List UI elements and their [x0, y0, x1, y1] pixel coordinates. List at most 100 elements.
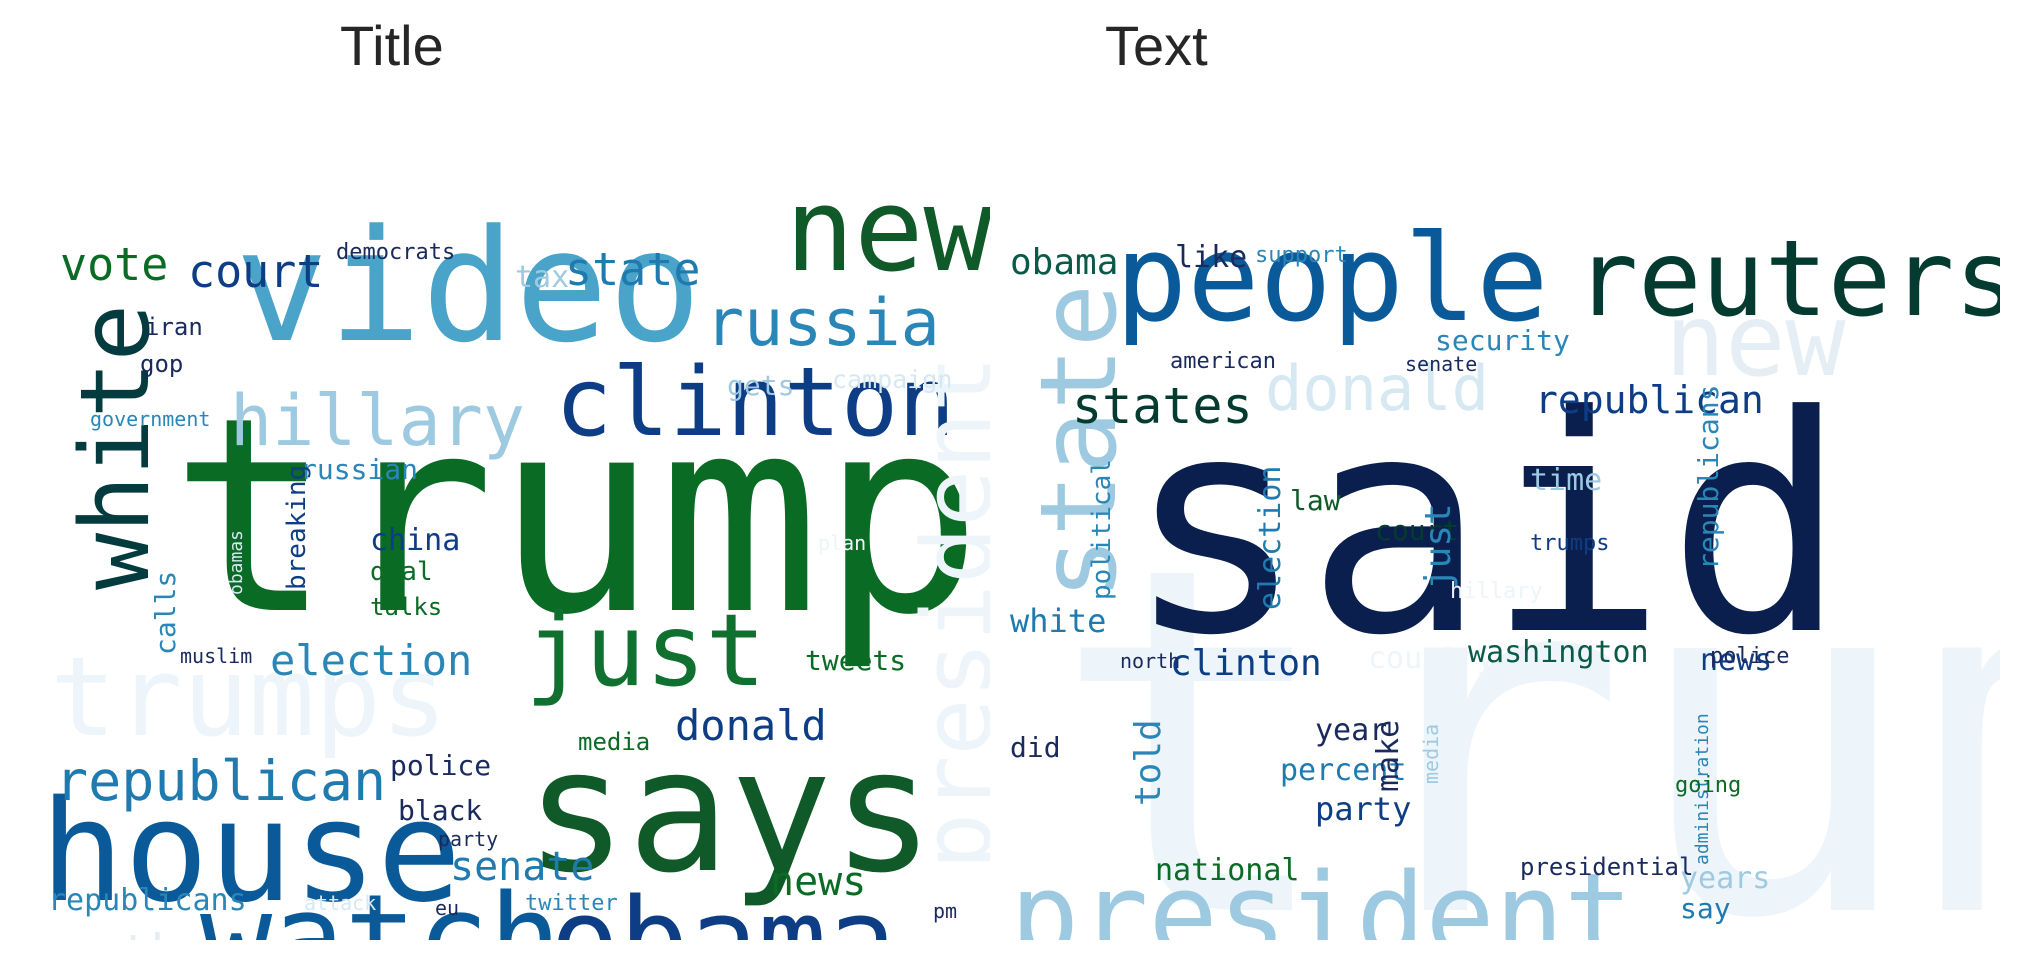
word-text-years: years [1680, 861, 1770, 896]
word-text-north: north [1120, 649, 1180, 673]
word-title-iran: iran [145, 313, 203, 341]
word-title-vote: vote [60, 238, 168, 291]
word-text-security: security [1435, 324, 1570, 357]
word-title-party: party [438, 827, 498, 851]
word-title-hillary: hillary [230, 380, 525, 462]
word-text-court: court [1375, 514, 1459, 547]
word-title-president: president [903, 355, 990, 870]
word-text-state: state [1018, 284, 1140, 600]
word-text-president: president [1010, 849, 1633, 940]
word-title-russian: russian [300, 453, 418, 486]
word-text-national: national [1155, 853, 1300, 888]
word-title-deal: deal [370, 557, 433, 587]
word-title-republican: republican [55, 749, 386, 813]
word-title-tweets: tweets [805, 644, 906, 677]
word-text-say: say [1680, 892, 1731, 925]
word-title-trump: trump [170, 359, 983, 674]
word-text-like: like [1175, 240, 1247, 275]
word-text-going: going [1675, 773, 1741, 798]
word-text-police: police [1710, 644, 1789, 669]
word-text-hillary: hillary [1450, 579, 1543, 604]
word-title-talks: talks [370, 593, 442, 621]
word-title-eu: eu [435, 896, 459, 920]
word-title-media: media [578, 728, 650, 756]
word-title-twitter: twitter [525, 891, 618, 916]
word-text-american: american [1170, 349, 1276, 374]
word-text-new: new [1665, 282, 1846, 399]
word-title-muslim: muslim [180, 644, 252, 668]
word-title-house: house [40, 771, 461, 934]
word-text-donald: donald [1265, 352, 1489, 425]
word-text-media: media [1419, 724, 1443, 784]
text-word-cloud: trumpsaidpeoplereutersnew state president h… [1010, 110, 2000, 940]
word-text-white: white [1010, 602, 1106, 640]
word-title-says: says [525, 713, 934, 911]
word-title-obamas: obamas [226, 530, 247, 595]
text-panel-heading: Text [1105, 14, 1208, 77]
word-title-attack: attack [304, 891, 376, 915]
word-text-make: make [1371, 720, 1406, 792]
word-title-gop: gop [140, 350, 183, 378]
word-text-clinton: clinton [1170, 643, 1322, 684]
word-title-just: just [525, 592, 766, 709]
word-title-white: white [61, 304, 171, 590]
word-title-democrats: democrats [336, 240, 455, 265]
word-title-election: election [270, 636, 472, 685]
word-title-new: new [785, 164, 990, 298]
word-text-republicans: republicans [1692, 385, 1725, 570]
word-text-political: political [1087, 459, 1117, 600]
word-title-china: china [370, 523, 460, 558]
word-text-states: states [1072, 377, 1253, 435]
word-text-senate: senate [1405, 352, 1477, 376]
word-text-time: time [1530, 463, 1602, 498]
word-title-watch: watch [200, 870, 561, 940]
word-title-pm: pm [933, 899, 957, 923]
word-title-government: government [90, 407, 210, 431]
word-text-reuters: reuters [1575, 218, 2000, 340]
word-text-obama: obama [1010, 242, 1118, 283]
word-text-people: people [1115, 210, 1548, 349]
word-title-court: court [188, 245, 323, 298]
word-title-senate: senate [450, 844, 595, 890]
word-text-told: told [1128, 719, 1169, 806]
word-text-just: just [1418, 503, 1459, 590]
word-text-year: year [1315, 713, 1387, 748]
word-text-party: party [1315, 790, 1411, 828]
word-title-donald: donald [675, 701, 827, 750]
word-title-gets: gets [727, 369, 794, 402]
word-title-police: police [390, 749, 491, 782]
word-text-country: country [1368, 641, 1494, 676]
word-text-washington: washington [1468, 635, 1649, 670]
word-text-support: support [1255, 243, 1348, 268]
word-title-news: news [770, 859, 866, 905]
title-panel-heading: Title [340, 14, 444, 77]
word-title-trumps: trumps [50, 633, 447, 761]
word-title-video: video [235, 196, 702, 377]
word-text-republican: republican [1535, 378, 1764, 422]
word-title-obama: obama [550, 874, 896, 940]
word-text-election: election [1253, 466, 1288, 611]
word-title-tax: tax [515, 260, 569, 295]
word-text-administration: administration [1692, 713, 1713, 865]
word-text-percent: percent [1280, 753, 1406, 788]
word-text-trumps: trumps [1530, 531, 1609, 556]
word-text-law: law [1290, 484, 1341, 517]
text-word-cloud-canvas: trumpsaidpeoplereutersnew state president h… [1010, 210, 2000, 940]
word-text-did: did [1010, 731, 1061, 764]
word-title-russia: russia [705, 286, 940, 361]
word-title-state: state [565, 243, 700, 296]
word-title-breaking: breaking [282, 465, 312, 590]
word-text-news: news [1700, 643, 1772, 678]
word-title-plan: plan [818, 531, 866, 555]
word-text-presidential: presidential [1520, 853, 1693, 881]
word-title-calls: calls [149, 571, 182, 655]
word-title-black: black [398, 794, 482, 827]
word-title-republicans: republicans [48, 883, 247, 918]
word-title-clinton: clinton [555, 348, 955, 458]
word-text-trump: trump [1050, 465, 2000, 940]
word-title-campaign: campaign [832, 365, 952, 394]
word-title-north: north [30, 924, 181, 940]
word-text-said: said [1125, 352, 1847, 701]
